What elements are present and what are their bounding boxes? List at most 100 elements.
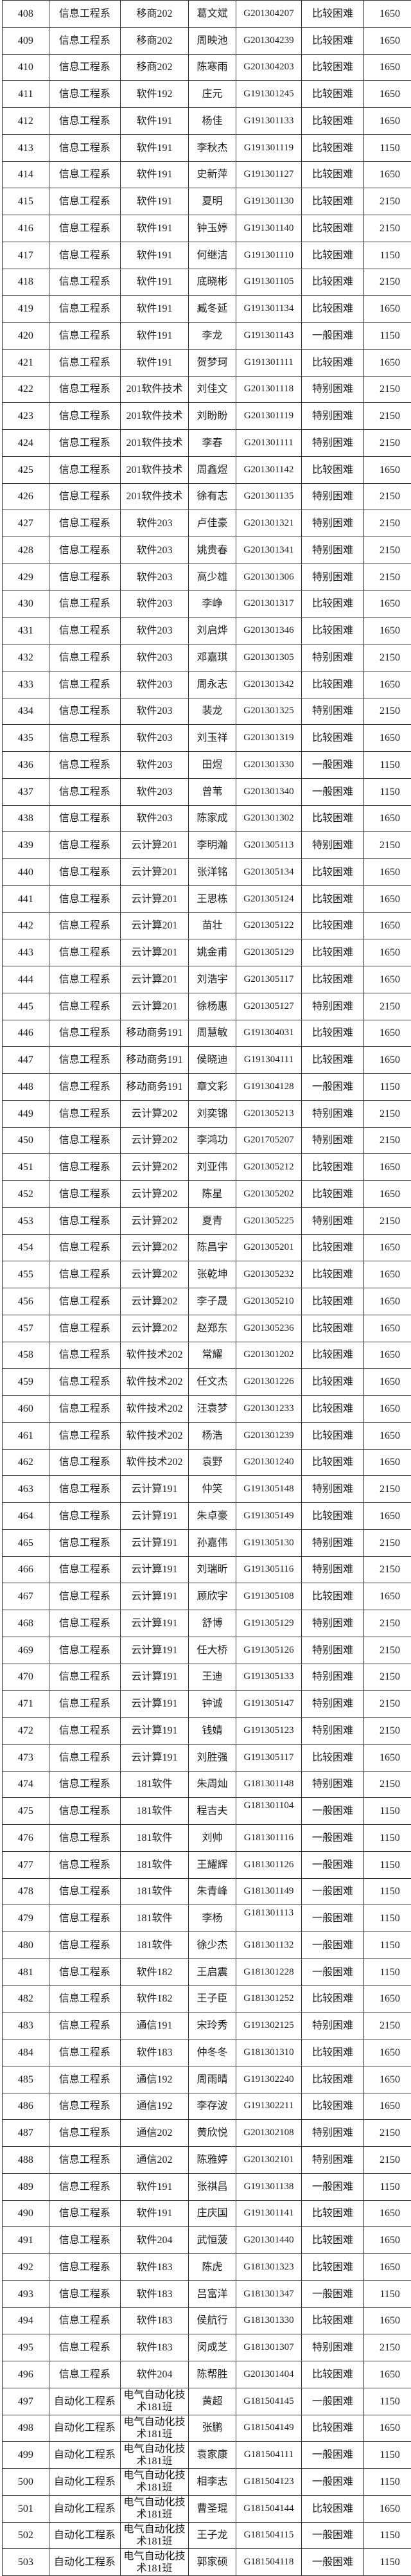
amount-cell: 1650 (363, 0, 411, 28)
amount-cell: 1650 (363, 858, 411, 886)
row-number-cell: 493 (2, 2280, 49, 2308)
department-cell: 信息工程系 (48, 1288, 121, 1315)
department-cell: 信息工程系 (48, 1261, 121, 1288)
department-cell: 信息工程系 (48, 966, 121, 993)
amount-cell: 1650 (363, 590, 411, 618)
row-number-cell: 412 (2, 107, 49, 135)
student-id-cell: G201301302 (235, 804, 302, 833)
amount-cell: 1150 (363, 1905, 411, 1932)
department-cell: 信息工程系 (48, 1234, 121, 1262)
student-id-cell: G201301404 (235, 2361, 302, 2388)
amount-cell: 2150 (363, 375, 411, 404)
student-name-cell: 周映池 (188, 26, 236, 55)
difficulty-level-cell: 比较困难 (301, 1288, 365, 1315)
class-cell: 软件191 (119, 161, 189, 189)
difficulty-level-cell: 比较困难 (301, 1743, 365, 1772)
department-cell: 信息工程系 (48, 617, 121, 644)
student-name-cell: 陈家成 (188, 804, 236, 833)
class-cell: 181软件 (119, 1932, 189, 1959)
department-cell: 信息工程系 (48, 1153, 121, 1181)
student-name-cell: 闵成芝 (188, 2334, 236, 2361)
student-id-cell: G191305148 (235, 1475, 302, 1503)
class-cell: 181软件 (119, 1905, 189, 1932)
student-id-cell: G201705207 (235, 1126, 302, 1155)
amount-cell: 2150 (363, 1099, 411, 1128)
department-cell: 信息工程系 (48, 804, 121, 833)
student-name-cell: 周雨晴 (188, 2065, 236, 2093)
student-name-cell: 史新萍 (188, 161, 236, 189)
class-cell: 通信192 (119, 2092, 189, 2120)
student-name-cell: 徐杨惠 (188, 992, 236, 1020)
department-cell: 信息工程系 (48, 2012, 121, 2039)
row-number-cell: 497 (2, 2387, 49, 2415)
student-id-cell: G201305232 (235, 1261, 302, 1288)
difficulty-level-cell: 一般困难 (301, 1932, 365, 1959)
difficulty-level-cell: 特别困难 (301, 429, 365, 457)
department-cell: 信息工程系 (48, 1958, 121, 1986)
row-number-cell: 472 (2, 1717, 49, 1745)
student-id-cell: G201301202 (235, 1341, 302, 1369)
class-cell: 云计算191 (119, 1475, 189, 1503)
student-name-cell: 钱婧 (188, 1717, 236, 1745)
class-cell: 软件203 (119, 724, 189, 752)
student-row: 493 信息工程系 软件183 吕富洋 G181301347 一般困难 1150 (2, 2280, 411, 2308)
student-name-cell: 李春 (188, 429, 236, 457)
student-id-cell: G181301116 (235, 1824, 302, 1852)
amount-cell: 1650 (363, 2226, 411, 2254)
amount-cell: 1150 (363, 241, 411, 269)
student-row: 439 信息工程系 云计算201 李明瀚 G201305113 特别困难 2150 (2, 831, 411, 859)
difficulty-level-cell: 特别困难 (301, 992, 365, 1020)
row-number-cell: 486 (2, 2092, 49, 2120)
student-name-cell: 邓嘉琪 (188, 644, 236, 671)
row-number-cell: 466 (2, 1556, 49, 1584)
difficulty-level-cell: 比较困难 (301, 53, 365, 82)
department-cell: 信息工程系 (48, 1636, 121, 1664)
class-cell: 软件技术202 (119, 1395, 189, 1423)
class-cell: 电气自动化技术181班 (119, 2387, 189, 2415)
student-id-cell: G201301119 (235, 402, 302, 430)
department-cell: 信息工程系 (48, 1341, 121, 1369)
student-id-cell: G191304128 (235, 1073, 302, 1101)
student-name-cell: 朱周灿 (188, 1770, 236, 1799)
class-cell: 181软件 (119, 1824, 189, 1852)
class-cell: 通信202 (119, 2146, 189, 2174)
row-number-cell: 498 (2, 2414, 49, 2442)
class-cell: 软件技术202 (119, 1421, 189, 1450)
department-cell: 信息工程系 (48, 670, 121, 698)
class-cell: 软件203 (119, 804, 189, 833)
class-cell: 软件203 (119, 644, 189, 671)
student-name-cell: 黄超 (188, 2387, 236, 2415)
student-row: 421 信息工程系 软件191 贺梦珂 G191301111 比较困难 1650 (2, 348, 411, 377)
difficulty-level-cell: 比较困难 (301, 2361, 365, 2388)
class-cell: 201软件技术 (119, 483, 189, 511)
student-name-cell: 钟玉婷 (188, 215, 236, 242)
department-cell: 信息工程系 (48, 992, 121, 1020)
department-cell: 信息工程系 (48, 241, 121, 269)
row-number-cell: 495 (2, 2334, 49, 2361)
student-name-cell: 陈寒雨 (188, 53, 236, 82)
difficulty-level-cell: 一般困难 (301, 2548, 365, 2576)
amount-cell: 1650 (363, 885, 411, 913)
difficulty-level-cell: 特别困难 (301, 1663, 365, 1691)
amount-cell: 1150 (363, 777, 411, 806)
difficulty-level-cell: 比较困难 (301, 1180, 365, 1208)
student-name-cell: 张乾坤 (188, 1261, 236, 1288)
student-name-cell: 任文杰 (188, 1368, 236, 1396)
class-cell: 云计算201 (119, 966, 189, 993)
student-name-cell: 汪袁梦 (188, 1395, 236, 1423)
difficulty-level-cell: 比较困难 (301, 2092, 365, 2120)
class-cell: 软件203 (119, 563, 189, 591)
difficulty-level-cell: 比较困难 (301, 1368, 365, 1396)
difficulty-level-cell: 比较困难 (301, 107, 365, 135)
department-cell: 信息工程系 (48, 1797, 121, 1825)
student-id-cell: G191301134 (235, 295, 302, 323)
row-number-cell: 415 (2, 188, 49, 215)
row-number-cell: 477 (2, 1851, 49, 1879)
row-number-cell: 423 (2, 402, 49, 430)
student-row: 469 信息工程系 云计算191 任大桥 G191305126 特别困难 2150 (2, 1636, 411, 1664)
department-cell: 信息工程系 (48, 563, 121, 591)
difficulty-level-cell: 一般困难 (301, 1878, 365, 1906)
